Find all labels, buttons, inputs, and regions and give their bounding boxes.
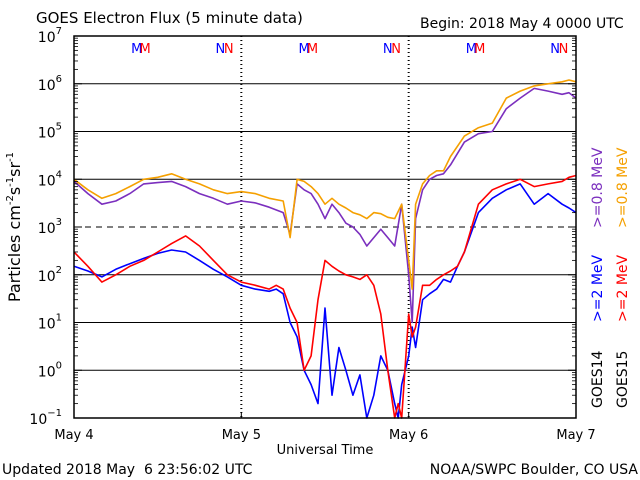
- y-tick-label: 104: [38, 169, 62, 189]
- x-tick-label: May 5: [222, 428, 261, 443]
- legend-goes15: GOES15: [615, 351, 631, 408]
- x-tick-label: May 7: [556, 428, 595, 443]
- y-tick-exponent: 4: [56, 169, 62, 180]
- y-tick-label: 101: [38, 313, 62, 333]
- y-tick-exponent: 6: [56, 74, 62, 85]
- y-tick-base: 10: [38, 317, 56, 333]
- y-tick-label: 105: [38, 122, 62, 142]
- plot-frame: [73, 35, 577, 419]
- footer-updated: Updated 2018 May 6 23:56:02 UTC: [2, 462, 253, 478]
- x-ticks: May 4 May 5 May 6 May 7: [54, 412, 596, 443]
- midnight-marker: M: [140, 42, 151, 57]
- midnight-marker: M: [307, 42, 318, 57]
- y-tick-base: 10: [38, 126, 56, 142]
- y-tick-exponent: 5: [56, 122, 62, 133]
- series-line-3: [73, 174, 577, 419]
- legend: >=0.8 MeV >=0.8 MeV >=2 MeV >=2 MeV GOES…: [590, 147, 631, 408]
- x-tick-label: May 4: [54, 428, 93, 443]
- midnight-marker: M: [298, 42, 309, 57]
- x-axis-label: Universal Time: [277, 443, 374, 458]
- midnight-marker: N: [550, 42, 560, 57]
- y-tick-base: 10: [38, 364, 56, 380]
- y-tick-base: 10: [38, 30, 56, 46]
- midnight-marker: M: [131, 42, 142, 57]
- midnight-marker: N: [391, 42, 401, 57]
- y-tick-exponent: 1: [56, 313, 62, 324]
- series-line-1: [73, 79, 577, 290]
- y-axis-label-mid2: sr: [5, 162, 24, 177]
- y-tick-exponent: 3: [56, 217, 62, 228]
- legend-goes14: GOES14: [590, 350, 606, 408]
- series-group: [73, 79, 577, 419]
- y-axis-label-main: Particles cm: [5, 205, 24, 302]
- midnight-marker: N: [559, 42, 569, 57]
- y-tick-base: 10: [38, 78, 56, 94]
- y-tick-label: 103: [38, 217, 62, 237]
- begin-label: Begin: 2018 May 4 0000 UTC: [420, 16, 624, 32]
- y-tick-label: 102: [38, 265, 62, 285]
- midnight-marker: N: [224, 42, 234, 57]
- midnight-marker: M: [466, 42, 477, 57]
- midnight-marker: N: [383, 42, 393, 57]
- midnight-marker: M: [474, 42, 485, 57]
- y-tick-base: 10: [38, 173, 56, 189]
- legend-red-2mev: >=2 MeV: [615, 254, 631, 322]
- y-tick-base: 10: [38, 269, 56, 285]
- footer-source: NOAA/SWPC Boulder, CO USA: [430, 462, 639, 478]
- x-tick-label: May 6: [389, 428, 428, 443]
- y-axis-label-mid1: s: [5, 187, 24, 195]
- y-tick-exponent: 2: [56, 265, 62, 276]
- y-tick-label: 106: [38, 74, 62, 94]
- y-tick-label: 100: [38, 360, 62, 380]
- y-tick-base: 10: [29, 412, 47, 428]
- y-tick-base: 10: [38, 221, 56, 237]
- midnight-markers: MM NN MM NN MM NN: [131, 42, 568, 57]
- series-line-0: [73, 87, 577, 324]
- chart-title: GOES Electron Flux (5 minute data): [36, 9, 303, 27]
- legend-blue-2mev: >=2 MeV: [590, 254, 606, 322]
- grid-lines: [74, 35, 576, 419]
- midnight-marker: N: [216, 42, 226, 57]
- y-axis-label-sup2: -1: [5, 177, 16, 187]
- legend-purple-08mev: >=0.8 MeV: [590, 147, 606, 228]
- y-axis-label: Particles cm-2s-1sr-1: [5, 152, 24, 302]
- y-tick-exponent: −1: [47, 408, 62, 419]
- y-axis-label-sup3: -1: [5, 152, 16, 162]
- y-axis-label-sup1: -2: [5, 195, 16, 205]
- y-tick-exponent: 0: [56, 360, 62, 371]
- y-tick-label: 107: [38, 26, 62, 46]
- y-tick-label: 10−1: [29, 408, 62, 428]
- y-tick-exponent: 7: [56, 26, 62, 37]
- legend-orange-08mev: >=0.8 MeV: [615, 147, 631, 228]
